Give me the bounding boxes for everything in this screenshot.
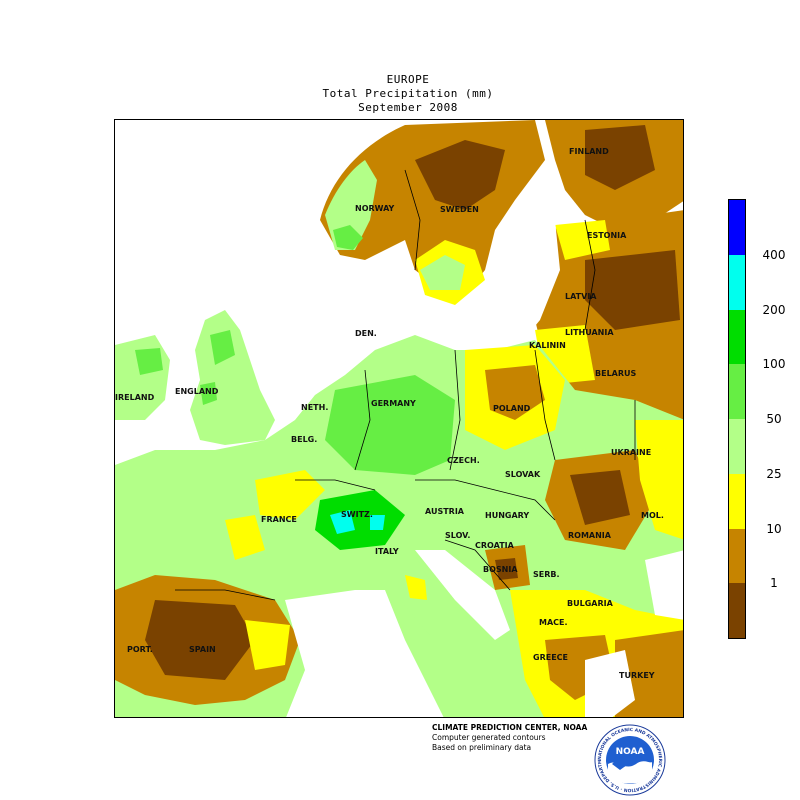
legend-swatch	[729, 200, 745, 255]
legend-swatch	[729, 583, 745, 638]
germany-wet	[325, 375, 455, 475]
romania-dry-core	[570, 470, 630, 525]
precipitation-map: FINLAND NORWAY SWEDEN ESTONIA LATVIA LIT…	[114, 119, 684, 718]
label-belarus: BELARUS	[595, 369, 637, 378]
label-ireland: IRELAND	[115, 393, 155, 402]
credit-line-3: Based on preliminary data	[432, 743, 532, 752]
label-germany: GERMANY	[371, 399, 416, 408]
sweden-south-green	[420, 255, 465, 290]
legend-swatch	[729, 528, 745, 584]
label-romania: ROMANIA	[568, 531, 611, 540]
logo-text: NOAA	[616, 747, 645, 757]
label-austria: AUSTRIA	[425, 507, 464, 516]
label-finland: FINLAND	[569, 147, 609, 156]
label-czech: CZECH.	[447, 456, 480, 465]
finland-dry	[585, 125, 655, 190]
label-belg: BELG.	[291, 435, 318, 444]
alps-wet	[315, 490, 405, 550]
label-switz: SWITZ.	[341, 510, 373, 519]
label-spain: SPAIN	[189, 645, 216, 654]
italy-yellow	[405, 575, 427, 600]
legend-tick-label: 50	[766, 412, 782, 426]
label-croatia: CROATIA	[475, 541, 514, 550]
map-canvas	[115, 120, 683, 717]
label-estonia: ESTONIA	[587, 231, 627, 240]
label-sweden: SWEDEN	[440, 205, 479, 214]
label-france: FRANCE	[261, 515, 297, 524]
credit-line-2: Computer generated contours	[432, 733, 546, 742]
estonia-yellow	[555, 220, 610, 260]
label-mol: MOL.	[641, 511, 664, 520]
sweden-dry	[415, 140, 505, 210]
label-poland: POLAND	[493, 404, 531, 413]
ukraine-yellow	[635, 420, 683, 540]
legend-tick-label: 200	[762, 302, 786, 317]
label-greece: GREECE	[533, 653, 568, 662]
legend-swatch	[729, 309, 745, 365]
ireland-wet	[135, 348, 163, 375]
legend-tick-label: 100	[762, 357, 786, 372]
credit-line-1: CLIMATE PREDICTION CENTER, NOAA	[432, 723, 588, 732]
label-hungary: HUNGARY	[485, 511, 530, 520]
label-mace: MACE.	[539, 618, 568, 627]
label-lithuania: LITHUANIA	[565, 328, 614, 337]
norway-green	[325, 160, 377, 250]
label-turkey: TURKEY	[619, 671, 655, 680]
label-ukraine: UKRAINE	[611, 448, 652, 457]
great-britain	[190, 310, 275, 445]
label-norway: NORWAY	[355, 204, 395, 213]
label-port: PORT.	[127, 645, 153, 654]
alps-wet-core	[330, 510, 355, 534]
legend-swatch	[729, 254, 745, 310]
england-wet-2	[200, 382, 217, 405]
map-title-variable: Total Precipitation (mm)	[322, 87, 494, 100]
legend-tick-label: 10	[766, 521, 782, 536]
spain-dry	[145, 600, 255, 680]
norway-wet-area	[333, 225, 363, 250]
label-bosnia: BOSNIA	[483, 565, 518, 574]
france-yellow	[255, 470, 325, 520]
italy	[375, 550, 495, 680]
poland-dry	[485, 365, 545, 420]
map-title-region: EUROPE	[386, 73, 430, 86]
label-denmark: DEN.	[355, 329, 377, 338]
baltic-dry-patches	[585, 250, 680, 330]
mediterranean-sea	[285, 590, 444, 717]
legend-swatch	[729, 473, 745, 529]
black-sea	[645, 550, 683, 620]
legend-tick-label: 400	[762, 247, 786, 262]
label-latvia: LATVIA	[565, 292, 597, 301]
alps-wet-core-2	[370, 515, 385, 530]
legend-swatch	[729, 419, 745, 474]
legend-swatch	[729, 364, 745, 419]
label-slovak: SLOVAK	[505, 470, 541, 479]
label-england: ENGLAND	[175, 387, 219, 396]
legend-tick-label: 1	[770, 576, 778, 591]
country-borders	[175, 169, 636, 601]
label-kalinin: KALININ	[529, 341, 566, 350]
spain-yellow	[245, 620, 290, 670]
bosnia-dry-core	[495, 558, 518, 580]
label-serb: SERB.	[533, 570, 560, 579]
label-italy: ITALY	[375, 547, 399, 556]
map-title-period: September 2008	[358, 101, 458, 114]
adriatic-sea	[415, 550, 510, 640]
legend-tick-label: 25	[766, 466, 782, 481]
aegean-sea	[585, 650, 635, 717]
baltic-sea	[455, 220, 560, 355]
label-bulgaria: BULGARIA	[567, 599, 613, 608]
france-yellow-2	[225, 515, 265, 560]
precipitation-legend	[728, 199, 746, 639]
label-slov: SLOV.	[445, 531, 471, 540]
england-wet	[210, 330, 235, 365]
noaa-logo: NATIONAL OCEANIC AND ATMOSPHERIC ADMINIS…	[594, 724, 666, 796]
label-neth: NETH.	[301, 403, 329, 412]
